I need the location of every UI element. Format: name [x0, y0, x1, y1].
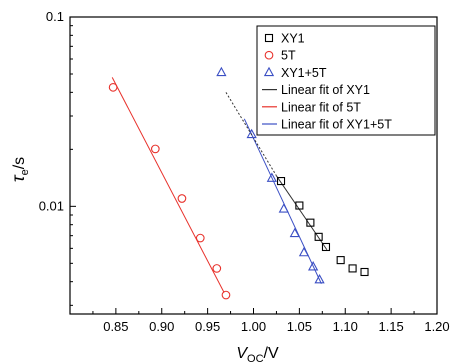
x-tick-label: 1.15 [378, 319, 403, 334]
data-point [321, 242, 331, 252]
legend-marker [264, 33, 274, 43]
fit-lines [111, 77, 328, 293]
x-tick-label: 1.05 [287, 319, 312, 334]
data-point [298, 246, 310, 257]
x-tick-label: 1.10 [333, 319, 358, 334]
fit-line [243, 118, 322, 284]
x-axis-title-symbol: V [236, 345, 248, 362]
data-point [266, 172, 277, 182]
y-axis-title: τe/s [8, 157, 31, 182]
x-tick-label: 1.20 [424, 319, 449, 334]
legend-label: Linear fit of XY1+5T [281, 118, 392, 132]
data-points [108, 66, 369, 300]
data-point [336, 256, 345, 265]
data-point [360, 267, 369, 277]
x-tick-label: 1.00 [241, 319, 266, 334]
legend-label: XY1 [281, 32, 305, 46]
data-point [314, 274, 325, 284]
fit-line [276, 175, 328, 251]
fit-line [111, 77, 225, 293]
data-point [348, 264, 357, 273]
data-point [276, 177, 286, 186]
data-point [177, 194, 187, 203]
y-axis-title-subscript: e [19, 169, 31, 175]
data-point [195, 233, 205, 243]
x-tick-label: 0.90 [149, 319, 174, 334]
x-axis-title-subscript: OC [247, 353, 264, 363]
y-axis: 0.1 0.01 [39, 9, 76, 306]
y-axis-title-symbol: τ [8, 174, 28, 182]
data-point [289, 227, 300, 238]
legend-marker [263, 66, 275, 77]
data-point [246, 128, 257, 139]
data-point [221, 290, 231, 300]
legend-label: Linear fit of XY1 [281, 83, 370, 97]
legend-label: Linear fit of 5T [281, 100, 361, 114]
data-point [216, 66, 227, 77]
data-point [314, 232, 323, 241]
y-axis-title-unit: /s [11, 157, 28, 169]
data-point [212, 264, 222, 273]
x-tick-label: 0.85 [103, 319, 128, 334]
data-point [295, 201, 304, 210]
y-tick-label: 0.1 [46, 9, 64, 24]
legend: XY1 5T XY1+5T Linear fit of XY1 Linear fit o… [256, 25, 436, 136]
data-point [308, 261, 319, 271]
data-point [108, 83, 118, 92]
legend-label: 5T [281, 49, 296, 63]
x-tick-label: 0.95 [195, 319, 220, 334]
data-point [150, 144, 160, 154]
legend-box [256, 25, 436, 136]
data-point [278, 203, 289, 213]
y-tick-label: 0.01 [39, 198, 64, 213]
fit-extension-line [225, 92, 277, 177]
x-axis: 0.85 0.90 0.95 1.00 1.05 1.10 1.15 1.20 [92, 308, 450, 334]
x-axis-title: VOC/V [236, 345, 279, 363]
data-point [306, 218, 315, 227]
x-axis-title-unit: /V [264, 345, 279, 362]
legend-marker [264, 50, 274, 60]
legend-label: XY1+5T [281, 66, 327, 80]
